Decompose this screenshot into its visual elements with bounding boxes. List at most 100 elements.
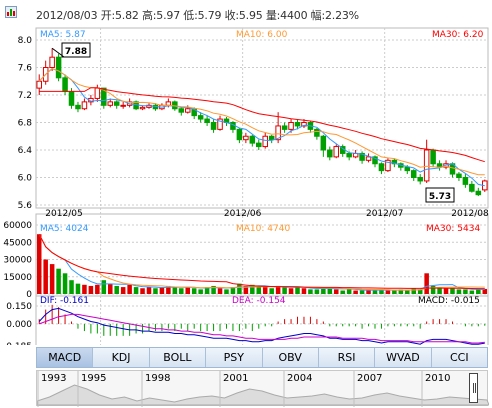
price-ma10-label: MA10: 6.00 — [236, 30, 288, 40]
volume-bar — [211, 285, 216, 294]
min-price-label: 5.73 — [429, 192, 451, 202]
price-ma30-line — [39, 87, 485, 163]
candle-body — [314, 128, 320, 137]
candle-body — [404, 166, 411, 172]
volume-y-tick: 45000 — [3, 238, 32, 248]
volume-bar — [43, 259, 48, 294]
price-y-tick: 6.0 — [18, 174, 33, 184]
volume-bar — [69, 280, 74, 294]
volume-bar — [379, 289, 384, 294]
volume-bar — [437, 287, 442, 294]
candle-body — [55, 56, 62, 79]
panel-frame-2 — [35, 295, 489, 345]
dea-line — [39, 313, 485, 344]
volume-bar — [217, 288, 223, 294]
candle-body — [372, 156, 378, 165]
dif-label: DIF: -0.161 — [40, 296, 89, 306]
date-axis-label: 2012/08 — [451, 209, 489, 219]
candle-body — [301, 122, 307, 127]
tab-obv[interactable]: OBV — [263, 348, 319, 367]
stock-chart[interactable]: 8.0 7.6 7.2 6.8 6.4 6.0 5.6 2012/05 2012/06 2012/… — [0, 0, 492, 345]
volume-bar — [62, 273, 68, 294]
navigator-year-label: 1993 — [41, 373, 67, 384]
volume-ma30-line — [38, 233, 485, 290]
candle-body — [469, 183, 475, 192]
candle-body — [49, 56, 55, 68]
candle-body — [256, 142, 262, 148]
candle-body — [462, 177, 469, 185]
navigator-year-label: 2001 — [223, 373, 249, 384]
quote-header: 2012/08/03 开:5.82 高:5.97 低:5.79 收:5.95 量… — [0, 0, 492, 26]
navigator-area — [37, 384, 489, 406]
navigator-handle-right[interactable] — [469, 373, 478, 403]
volume-bar — [392, 290, 397, 294]
volume-bar — [346, 289, 352, 294]
navigator-year-label: 1998 — [145, 373, 171, 384]
tab-psy[interactable]: PSY — [206, 348, 263, 367]
candle-body — [210, 122, 217, 130]
volume-bar — [82, 284, 87, 294]
price-y-tick: 8.0 — [18, 36, 33, 46]
volume-bar — [133, 287, 139, 294]
max-price-box — [61, 42, 91, 58]
volume-bar — [237, 283, 242, 294]
volume-bar — [450, 288, 455, 294]
navigator-year-label: 2007 — [357, 373, 383, 384]
volume-bar — [95, 284, 100, 294]
volume-bar — [262, 287, 268, 294]
volume-bar — [250, 284, 255, 294]
volume-bar — [36, 234, 42, 294]
time-range-navigator[interactable]: 1993 1995 1998 2001 2004 2007 2010 — [36, 370, 489, 407]
volume-bar — [204, 287, 210, 294]
candle-body — [197, 115, 204, 120]
volume-bar — [333, 289, 339, 294]
candle-body — [107, 101, 114, 106]
candle-body — [113, 101, 120, 106]
max-price-label: 7.88 — [65, 47, 87, 57]
volume-bar — [127, 284, 132, 294]
macd-y-tick: 0.000 — [6, 320, 32, 330]
volume-bar — [185, 287, 191, 294]
volume-bar — [230, 287, 236, 294]
candle-body — [94, 87, 101, 99]
volume-bar — [120, 287, 126, 294]
volume-bar — [430, 285, 436, 294]
candle-body — [333, 146, 340, 158]
tab-kdj[interactable]: KDJ — [93, 348, 150, 367]
tab-cci[interactable]: CCI — [450, 351, 469, 364]
volume-bar — [88, 285, 94, 294]
candle-body — [184, 108, 191, 113]
quote-summary: 2012/08/03 开:5.82 高:5.97 低:5.79 收:5.95 量… — [36, 9, 359, 22]
tab-rsi[interactable]: RSI — [319, 348, 376, 367]
tab-macd[interactable]: MACD — [37, 348, 94, 367]
candle-body — [262, 135, 268, 148]
price-y-tick: 6.4 — [18, 146, 33, 156]
candle-body — [327, 149, 333, 158]
volume-y-tick: 60000 — [3, 221, 32, 231]
macd-y-tick: -0.185 — [3, 342, 32, 345]
volume-bar — [417, 289, 423, 294]
max-price-pointer — [51, 47, 65, 58]
volume-bar — [308, 289, 313, 294]
tab-boll[interactable]: BOLL — [150, 348, 207, 367]
candle-body — [268, 135, 275, 141]
candle-body — [378, 163, 385, 172]
panel-frame-0 — [35, 27, 489, 209]
candle-body — [217, 118, 223, 130]
price-y-tick: 7.2 — [18, 91, 32, 101]
volume-bar — [198, 289, 203, 294]
candle-body — [120, 104, 126, 107]
volume-bar — [275, 285, 281, 294]
volume-y-tick: 30000 — [3, 256, 32, 266]
volume-y-tick: 15000 — [3, 273, 32, 283]
tab-wvad[interactable]: WVAD — [375, 348, 432, 367]
candle-body — [320, 135, 327, 151]
candle-body — [365, 156, 372, 161]
volume-bar — [405, 290, 410, 294]
candle-body — [101, 87, 107, 106]
price-ma30-label: MA30: 6.20 — [432, 30, 484, 40]
candle-body — [275, 125, 281, 141]
date-axis-label: 2012/07 — [366, 209, 403, 219]
volume-bar — [372, 290, 378, 294]
candle-body — [475, 190, 482, 196]
